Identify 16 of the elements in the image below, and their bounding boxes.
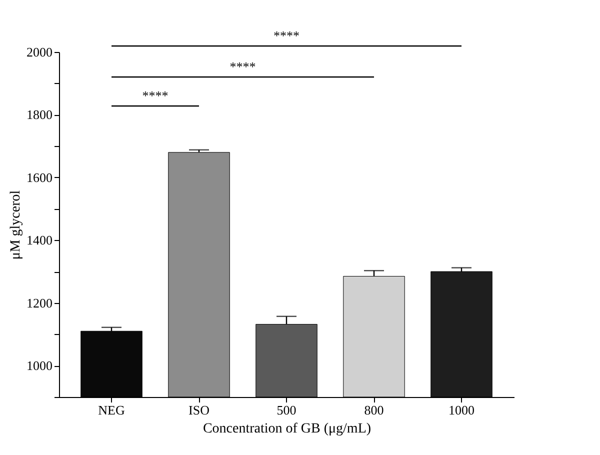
annotation: ****	[142, 88, 168, 103]
x-tick-label: 1000	[448, 402, 474, 418]
y-tick-label: 1600	[26, 170, 52, 185]
y-tick-label: 1200	[26, 295, 52, 310]
y-tick-label: 1000	[26, 358, 52, 374]
x-tick-label: ISO	[188, 402, 210, 418]
x-axis-title: Concentration of GB (μg/mL)	[202, 422, 372, 436]
y-tick-label: 1400	[26, 232, 52, 248]
annotation: ****	[230, 59, 256, 74]
text: ****	[274, 28, 300, 43]
y-axis-title: μM glycerol	[8, 190, 24, 260]
y-tick-label: 1800	[26, 107, 52, 122]
x-tick-label: 500	[276, 402, 296, 418]
y-tick-label: 2000	[26, 44, 52, 60]
x-tick-label: 800	[364, 402, 384, 418]
x-tick-label: NEG	[98, 402, 125, 418]
